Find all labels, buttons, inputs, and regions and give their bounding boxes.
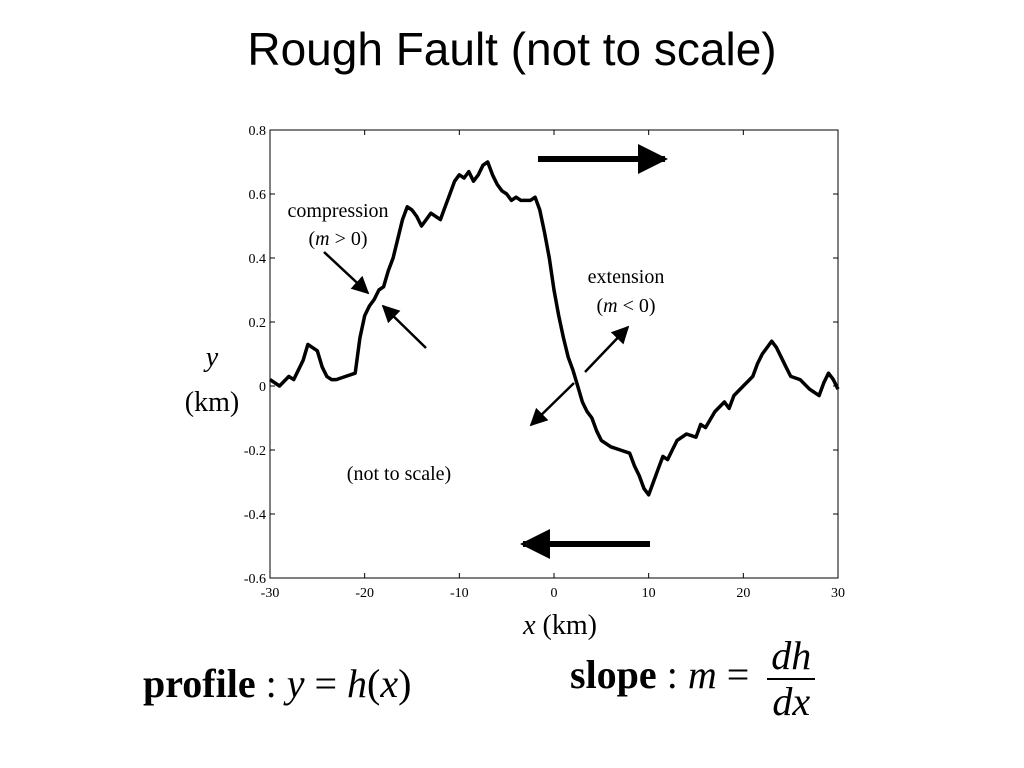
x-tick-label: -20 [355,586,374,601]
y-tick-label: 0.4 [249,252,267,267]
extension-cond-rest: < 0) [618,295,656,317]
x-tick-label: 10 [642,586,656,601]
slope-eq: = [716,652,760,698]
slope-word: slope [570,652,657,698]
x-tick-label: 30 [831,586,845,601]
compression-cond-var: m [315,228,329,250]
profile-formula: profile : y = h(x) [143,660,411,707]
y-tick-label: 0.8 [249,124,267,139]
profile-y: y [286,661,305,706]
x-tick-label: -30 [261,586,280,601]
extension-arrow-1 [584,325,630,373]
compression-arrow-1 [323,251,370,295]
x-tick-label: -10 [450,586,469,601]
y-tick-label: 0.2 [249,316,267,331]
compression-condition: (m > 0) [308,228,367,250]
y-tick-label: -0.4 [244,508,266,523]
y-tick-label: 0.6 [249,188,267,203]
plot-frame [269,129,839,579]
profile-x: x [380,661,399,706]
x-axis-label: x (km) [522,610,597,641]
profile-eq: = [304,661,348,706]
y-axis-unit: (km) [185,387,239,418]
slope-numerator: dh [767,634,816,680]
profile-open: ( [367,661,381,706]
slope-denominator: dx [772,679,811,724]
axis-ticks [269,129,839,579]
extension-condition: (m < 0) [596,295,655,317]
x-axis-var: x [522,610,536,641]
compression-cond-rest: > 0) [330,228,368,250]
tick-labels: -30 -20 -10 0 10 20 30 -0.6 -0.4 -0.2 0 0.2 0.4 0.6 0.… [244,124,845,601]
y-axis-var: y [203,342,219,373]
slope-formula: slope : m = dh dx [570,634,816,724]
slope-m: m [687,652,717,698]
scale-note: (not to scale) [347,463,451,485]
x-tick-label: 0 [551,586,558,601]
y-tick-label: 0 [259,380,266,395]
y-tick-label: -0.6 [244,572,266,587]
y-tick-label: -0.2 [244,444,266,459]
series-line-profile [269,160,840,497]
profile-colon: : [255,661,287,706]
slope-fraction: dh dx [767,634,816,724]
x-axis-unit: (km) [543,610,597,641]
profile-close: ) [398,661,412,706]
x-tick-label: 20 [736,586,750,601]
extension-label: extension [588,266,665,288]
compression-arrow-2 [381,304,427,349]
profile-h: h [347,661,368,706]
extension-arrow-2 [529,382,575,427]
slope-colon: : [656,652,688,698]
profile-word: profile [143,661,256,706]
compression-label: compression [287,200,388,222]
extension-cond-var: m [603,295,617,317]
slide-title: Rough Fault (not to scale) [247,23,777,75]
